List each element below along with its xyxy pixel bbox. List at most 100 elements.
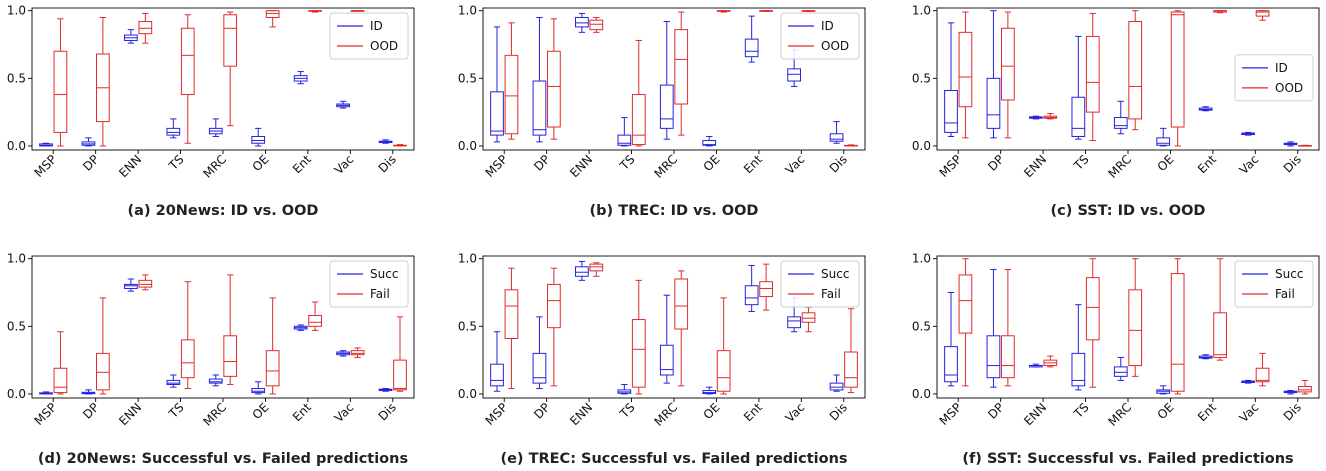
box-id-ts bbox=[617, 117, 632, 147]
box-ood-ts bbox=[631, 39, 646, 147]
legend-label: OOD bbox=[1275, 81, 1303, 95]
box-body bbox=[1156, 137, 1171, 146]
box-succ-enn bbox=[1029, 363, 1043, 368]
box-body bbox=[138, 279, 153, 288]
box-body bbox=[1128, 289, 1143, 367]
box-succ-oe bbox=[702, 386, 717, 395]
box-body bbox=[490, 91, 504, 136]
box-ood-ent bbox=[759, 10, 773, 12]
x-tick-label: MSP bbox=[937, 152, 965, 180]
box-succ-ts bbox=[166, 374, 181, 388]
box-succ-mrc bbox=[208, 374, 223, 387]
x-tick-label: Dis bbox=[1281, 152, 1304, 175]
legend-label: ID bbox=[370, 19, 383, 33]
x-tick-label: DP bbox=[80, 152, 102, 174]
box-succ-dis bbox=[829, 374, 844, 392]
panel-0: 0.0 0.5 1.0 MSP DP ENN TS MRC OE Ent Vac Dis ID OOD (a… bbox=[7, 4, 415, 219]
box-ood-dp bbox=[547, 18, 561, 140]
y-tick-label: 0.5 bbox=[7, 71, 26, 85]
legend: Succ Fail bbox=[780, 260, 860, 308]
x-tick-label: MRC bbox=[1105, 152, 1134, 181]
box-body bbox=[251, 388, 266, 394]
box-ood-msp bbox=[504, 22, 519, 140]
box-fail-mrc bbox=[223, 274, 238, 385]
box-body bbox=[265, 10, 280, 18]
y-tick-label: 0.0 bbox=[912, 139, 931, 153]
box-id-ent bbox=[1198, 106, 1213, 112]
y-tick-label: 0.0 bbox=[912, 387, 931, 401]
x-tick-label: MSP bbox=[483, 152, 511, 180]
box-id-oe bbox=[702, 135, 717, 147]
box-body bbox=[589, 19, 604, 31]
box-fail-dp bbox=[547, 267, 561, 387]
box-ood-oe bbox=[265, 10, 280, 28]
box-body bbox=[166, 379, 181, 385]
legend-label: Succ bbox=[370, 267, 398, 281]
x-tick-label: Ent bbox=[741, 152, 765, 176]
x-tick-label: DP bbox=[531, 400, 553, 422]
box-id-oe bbox=[1156, 127, 1171, 147]
box-body bbox=[504, 289, 519, 339]
box-body bbox=[180, 27, 195, 96]
box-body bbox=[659, 84, 674, 129]
box-body bbox=[208, 378, 223, 384]
box-succ-vac bbox=[336, 350, 350, 357]
box-fail-dp bbox=[1001, 269, 1015, 387]
box-body bbox=[589, 263, 604, 272]
box-fail-enn bbox=[589, 262, 604, 277]
box-succ-dis bbox=[378, 388, 393, 392]
box-succ-enn bbox=[575, 260, 589, 281]
box-ood-ts bbox=[180, 14, 195, 144]
box-body bbox=[744, 38, 759, 58]
box-body bbox=[504, 54, 519, 135]
x-tick-label: MSP bbox=[483, 400, 511, 428]
x-tick-label: TS bbox=[165, 400, 186, 421]
x-tick-label: ENN bbox=[567, 400, 595, 428]
x-tick-label: Ent bbox=[290, 152, 314, 176]
box-ood-msp bbox=[53, 18, 68, 147]
box-body bbox=[1298, 386, 1312, 393]
box-fail-oe bbox=[716, 297, 731, 395]
box-succ-ent bbox=[293, 324, 308, 331]
box-ood-vac bbox=[1255, 10, 1270, 21]
box-body bbox=[702, 140, 717, 146]
box-body bbox=[659, 344, 674, 376]
y-tick-label: 0.5 bbox=[458, 71, 477, 85]
box-ood-dis bbox=[844, 144, 858, 147]
box-body bbox=[801, 312, 816, 323]
x-tick-label: DP bbox=[531, 152, 553, 174]
y-tick-label: 0.0 bbox=[7, 387, 26, 401]
box-body bbox=[1085, 277, 1100, 341]
box-body bbox=[223, 14, 238, 67]
box-id-vac bbox=[1241, 131, 1255, 136]
box-body bbox=[265, 350, 280, 387]
box-id-msp bbox=[39, 142, 53, 147]
box-body bbox=[617, 134, 632, 146]
panel-caption: (d) 20News: Successful vs. Failed predic… bbox=[38, 451, 408, 467]
panel-1: 0.0 0.5 1.0 MSP DP ENN TS MRC OE Ent Vac Dis ID OOD (b… bbox=[458, 4, 866, 219]
box-body bbox=[251, 135, 266, 144]
box-ood-mrc bbox=[674, 11, 689, 136]
box-fail-msp bbox=[504, 267, 519, 390]
box-body bbox=[787, 316, 801, 329]
x-tick-label: Vac bbox=[783, 152, 808, 177]
legend: Succ Fail bbox=[1234, 260, 1314, 308]
legend: ID OOD bbox=[1234, 54, 1314, 102]
box-succ-mrc bbox=[659, 294, 674, 384]
x-tick-label: ENN bbox=[1021, 400, 1049, 428]
box-ood-oe bbox=[1170, 10, 1185, 147]
box-id-dp bbox=[986, 10, 1001, 139]
box-body bbox=[308, 315, 322, 327]
box-body bbox=[944, 89, 958, 133]
box-body bbox=[1255, 367, 1270, 383]
box-body bbox=[1071, 352, 1086, 387]
y-tick-label: 0.0 bbox=[458, 387, 477, 401]
y-tick-label: 0.5 bbox=[912, 319, 931, 333]
box-fail-oe bbox=[265, 297, 280, 395]
box-id-mrc bbox=[1113, 100, 1128, 135]
x-tick-label: OE bbox=[701, 152, 723, 174]
box-succ-ts bbox=[617, 383, 632, 395]
box-body bbox=[124, 283, 138, 289]
panel-caption: (c) SST: ID vs. OOD bbox=[1051, 203, 1206, 219]
box-body bbox=[787, 68, 801, 82]
